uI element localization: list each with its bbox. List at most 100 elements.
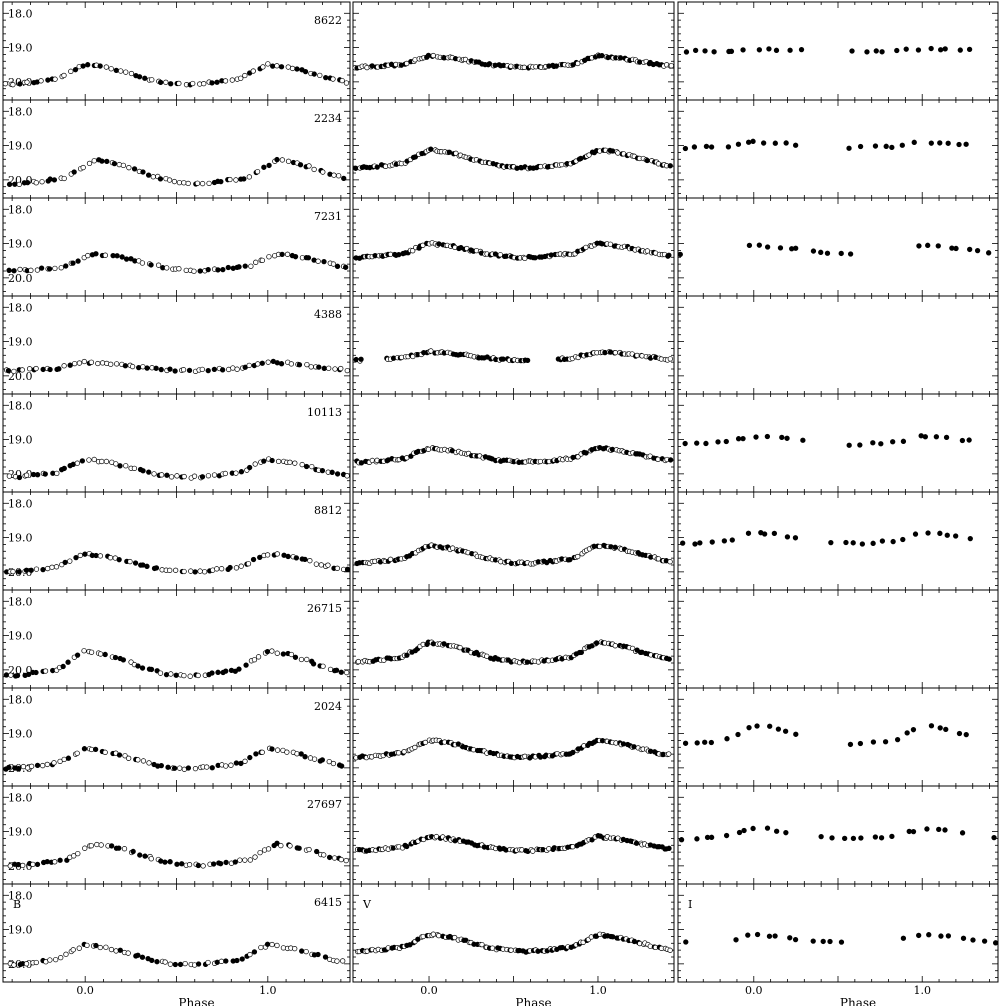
data-point (209, 670, 215, 676)
data-point (93, 552, 99, 559)
data-point (333, 667, 340, 673)
data-point (200, 863, 206, 869)
data-point (85, 252, 91, 259)
data-point (121, 846, 128, 852)
panel-27697-v (352, 785, 675, 885)
data-point (430, 641, 437, 647)
data-point (259, 360, 265, 366)
panel-frame (352, 883, 675, 983)
data-point (304, 361, 310, 368)
data-point (177, 765, 183, 771)
data-point (15, 862, 21, 868)
data-point (760, 140, 767, 146)
panel-frame (2, 197, 351, 297)
data-point (148, 856, 154, 862)
data-point (61, 175, 67, 182)
y-tick-label: 19.0 (8, 532, 33, 545)
data-point (942, 46, 948, 52)
y-tick-label: 18.0 (8, 399, 33, 412)
star-id-label: 8622 (314, 14, 342, 27)
data-point (155, 262, 162, 268)
data-point (211, 366, 218, 372)
data-point (163, 671, 170, 678)
data-point (205, 959, 211, 966)
data-point (966, 46, 973, 52)
data-point (297, 162, 304, 168)
data-point (250, 556, 257, 563)
data-point (44, 761, 50, 768)
data-point (332, 366, 338, 372)
data-point (578, 649, 584, 655)
data-point (387, 556, 394, 562)
data-point (667, 457, 674, 463)
data-point (107, 555, 114, 561)
data-point (186, 861, 193, 868)
data-point (93, 942, 99, 949)
data-point (753, 434, 759, 440)
data-point (191, 473, 198, 479)
data-point (926, 932, 932, 938)
data-point (171, 178, 178, 185)
data-point (151, 471, 157, 477)
data-point (583, 450, 589, 456)
data-point (334, 471, 341, 477)
data-point (745, 139, 752, 145)
data-point (644, 157, 650, 164)
data-point (219, 566, 225, 572)
data-point (827, 938, 833, 945)
data-point (966, 437, 972, 443)
data-point (247, 464, 253, 471)
data-point (296, 362, 303, 368)
data-point (46, 266, 53, 272)
data-point (311, 756, 318, 762)
panel-frame (2, 99, 351, 199)
y-tick-label: 18.0 (8, 791, 33, 804)
data-point (708, 834, 715, 840)
data-point (870, 440, 876, 446)
data-point (52, 265, 58, 272)
data-point (724, 736, 730, 742)
y-tick-label: 18.0 (8, 693, 33, 706)
data-point (182, 960, 188, 967)
data-point (246, 174, 252, 180)
data-point (285, 64, 291, 70)
data-point (254, 168, 261, 175)
data-point (47, 176, 53, 182)
star-id-label: 2024 (314, 700, 342, 713)
panel-frame (2, 295, 351, 395)
data-point (136, 74, 143, 80)
data-point (122, 363, 129, 369)
data-point (112, 654, 119, 661)
data-point (956, 730, 963, 737)
data-point (321, 258, 327, 265)
x-axis-title: Phase (178, 996, 214, 1006)
data-point (299, 948, 305, 954)
data-point (318, 562, 324, 568)
data-point (928, 723, 935, 729)
data-point (782, 728, 789, 734)
data-point (8, 672, 14, 678)
data-point (40, 566, 46, 573)
data-point (75, 850, 81, 857)
data-point (63, 263, 69, 269)
data-point (583, 244, 589, 251)
data-point (14, 672, 21, 679)
y-tick-label: 19.0 (8, 826, 33, 839)
data-point (144, 563, 150, 569)
data-point (302, 556, 308, 562)
data-point (457, 644, 463, 651)
data-point (255, 361, 261, 367)
data-point (850, 540, 856, 546)
data-point (928, 140, 934, 146)
data-point (943, 726, 949, 733)
panel-2234-v (352, 99, 675, 199)
data-point (723, 832, 730, 839)
data-point (302, 69, 309, 75)
data-point (168, 671, 174, 677)
data-point (756, 47, 763, 53)
data-point (233, 565, 240, 571)
panel-frame (677, 589, 999, 689)
data-point (187, 673, 193, 679)
data-point (16, 181, 22, 188)
panel-7231-b: 18.0 19.0 20.0 7231 (2, 197, 351, 297)
